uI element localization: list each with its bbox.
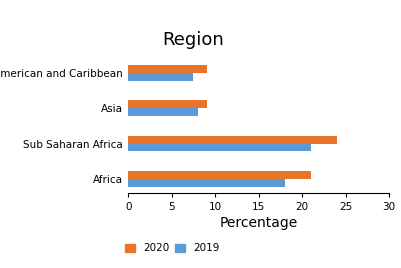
Legend: 2020, 2019: 2020, 2019 <box>120 239 224 258</box>
X-axis label: Percentage: Percentage <box>219 216 298 230</box>
Title: Region: Region <box>163 31 224 49</box>
Bar <box>128 73 193 81</box>
Bar <box>128 65 207 73</box>
Bar <box>128 136 337 144</box>
Bar <box>128 100 207 108</box>
Bar <box>128 179 285 187</box>
Bar <box>128 171 311 179</box>
Bar <box>128 108 198 116</box>
Bar <box>128 144 311 151</box>
